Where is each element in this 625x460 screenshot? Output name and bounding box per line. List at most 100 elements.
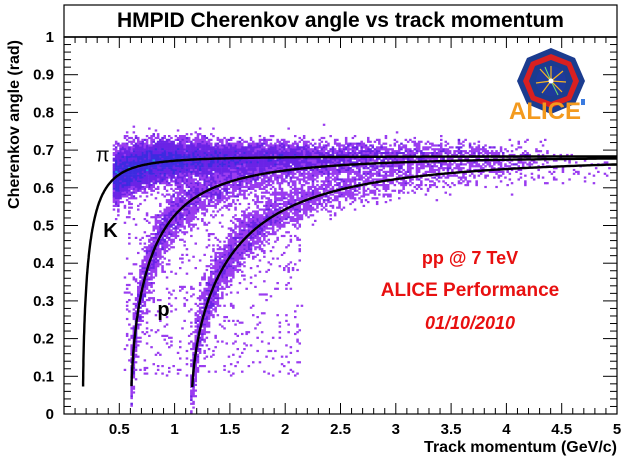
density-cell bbox=[152, 176, 156, 179]
density-cell bbox=[314, 161, 317, 164]
density-cell bbox=[256, 238, 259, 241]
density-cell bbox=[139, 163, 142, 166]
density-cell bbox=[125, 146, 129, 149]
density-cell bbox=[165, 142, 169, 145]
density-cell bbox=[274, 167, 277, 170]
density-cell bbox=[227, 176, 231, 179]
density-cell bbox=[241, 148, 244, 151]
density-cell bbox=[148, 255, 151, 258]
density-cell bbox=[367, 148, 370, 151]
density-cell bbox=[241, 180, 244, 183]
density-cell bbox=[243, 167, 246, 170]
density-cell bbox=[446, 176, 450, 179]
density-cell bbox=[227, 184, 231, 187]
density-cell bbox=[156, 261, 160, 264]
density-cell bbox=[356, 161, 359, 164]
density-cell bbox=[152, 184, 156, 187]
density-cell bbox=[214, 142, 217, 145]
density-cell bbox=[243, 146, 246, 149]
density-cell bbox=[402, 152, 405, 155]
density-cell bbox=[311, 202, 315, 206]
density-cell bbox=[212, 172, 215, 175]
density-cell bbox=[274, 172, 277, 175]
density-cell bbox=[150, 135, 153, 138]
density-cell bbox=[137, 319, 140, 322]
density-cell bbox=[185, 195, 189, 198]
density-cell bbox=[227, 161, 231, 164]
density-cell bbox=[327, 142, 330, 145]
density-cell bbox=[179, 206, 182, 209]
density-cell bbox=[471, 165, 474, 168]
density-cell bbox=[148, 159, 151, 162]
density-cell bbox=[145, 185, 149, 189]
density-cell bbox=[112, 174, 116, 177]
density-cell bbox=[291, 180, 295, 183]
density-cell bbox=[360, 153, 363, 157]
density-cell bbox=[172, 155, 175, 158]
density-cell bbox=[170, 136, 173, 140]
density-cell bbox=[265, 204, 268, 207]
density-cell bbox=[468, 168, 472, 172]
density-cell bbox=[163, 246, 167, 249]
density-cell bbox=[229, 172, 233, 175]
density-cell bbox=[380, 165, 383, 168]
density-cell bbox=[148, 267, 151, 270]
density-cell bbox=[152, 182, 156, 185]
density-cell bbox=[148, 257, 151, 260]
density-cell bbox=[212, 193, 215, 196]
density-cell bbox=[362, 172, 366, 175]
density-cell bbox=[192, 342, 195, 345]
density-cell bbox=[453, 153, 456, 157]
density-cell bbox=[298, 140, 302, 143]
density-cell bbox=[128, 189, 131, 192]
density-cell bbox=[353, 172, 357, 175]
density-cell bbox=[300, 153, 304, 157]
density-cell bbox=[358, 159, 361, 162]
density-cell bbox=[154, 148, 158, 151]
density-cell bbox=[223, 174, 226, 177]
density-cell bbox=[283, 140, 286, 143]
density-cell bbox=[130, 174, 133, 177]
density-cell bbox=[515, 148, 518, 151]
density-cell bbox=[132, 372, 136, 375]
density-cell bbox=[159, 180, 162, 183]
density-cell bbox=[305, 193, 308, 196]
density-cell bbox=[225, 185, 229, 189]
density-cell bbox=[387, 170, 390, 173]
density-cell bbox=[229, 219, 233, 222]
density-cell bbox=[280, 165, 284, 168]
density-cell bbox=[238, 263, 242, 266]
density-cell bbox=[117, 184, 120, 187]
density-cell bbox=[203, 193, 206, 196]
density-cell bbox=[289, 152, 293, 155]
density-cell bbox=[289, 167, 293, 170]
density-cell bbox=[205, 180, 209, 183]
density-cell bbox=[254, 184, 257, 187]
density-cell bbox=[181, 225, 184, 228]
density-cell bbox=[287, 127, 290, 130]
density-cell bbox=[360, 201, 363, 204]
density-cell bbox=[203, 323, 206, 326]
density-cell bbox=[176, 227, 180, 230]
density-cell bbox=[223, 201, 226, 204]
density-cell bbox=[490, 146, 494, 149]
density-cell bbox=[174, 202, 178, 206]
density-cell bbox=[205, 167, 209, 170]
density-cell bbox=[285, 161, 288, 164]
density-cell bbox=[183, 193, 186, 196]
density-cell bbox=[145, 253, 149, 256]
density-cell bbox=[143, 291, 147, 294]
density-cell bbox=[121, 142, 125, 145]
density-cell bbox=[125, 199, 129, 202]
density-cell bbox=[207, 176, 211, 179]
density-cell bbox=[241, 184, 244, 187]
density-cell bbox=[143, 265, 147, 268]
density-cell bbox=[353, 153, 357, 157]
density-cell bbox=[342, 150, 346, 153]
density-cell bbox=[198, 144, 202, 147]
density-cell bbox=[249, 165, 253, 168]
density-cell bbox=[453, 150, 456, 153]
density-cell bbox=[194, 199, 198, 202]
density-cell bbox=[185, 216, 189, 219]
density-cell bbox=[243, 221, 246, 224]
